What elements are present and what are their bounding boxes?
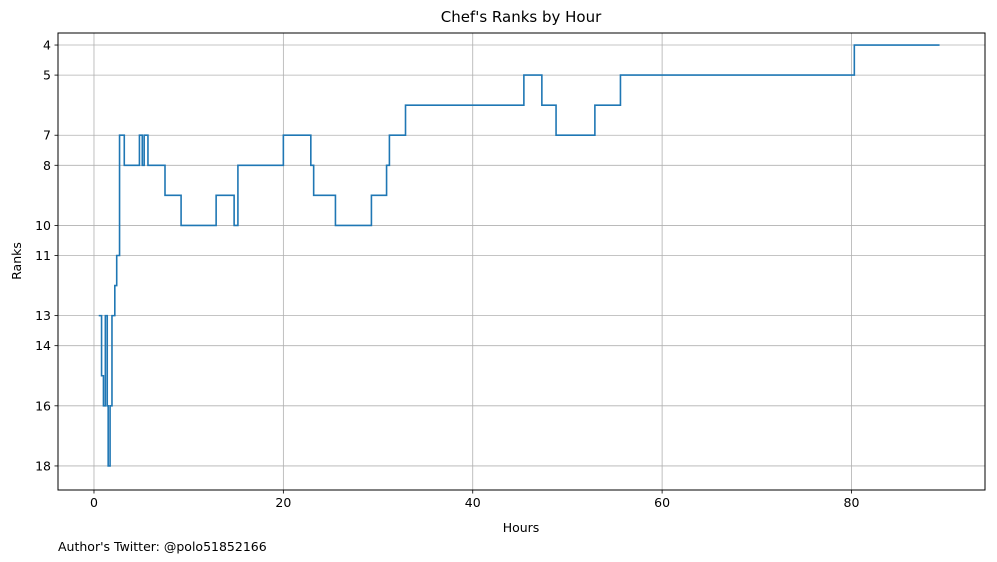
chart-title: Chef's Ranks by Hour	[441, 8, 602, 26]
rank-step-line	[98, 44, 940, 467]
y-tick-label: 13	[35, 308, 51, 323]
y-tick-label: 16	[35, 398, 51, 413]
y-tick-label: 10	[35, 218, 51, 233]
y-tick-label: 5	[43, 68, 51, 83]
plot-frame	[57, 32, 986, 491]
y-tick-label: 14	[35, 338, 51, 353]
axis-ticks: 0 20 40 60 80 4 5 7 8 10 11 13 14 16 18	[35, 38, 859, 510]
y-tick-label: 4	[43, 38, 51, 53]
y-tick-label: 18	[35, 458, 51, 473]
y-tick-label: 11	[35, 248, 51, 263]
x-tick-label: 0	[90, 495, 98, 510]
x-tick-label: 20	[275, 495, 291, 510]
x-axis-title: Hours	[503, 520, 540, 535]
y-tick-label: 8	[43, 158, 51, 173]
x-tick-label: 60	[654, 495, 670, 510]
y-tick-label: 7	[43, 128, 51, 143]
series-layer	[98, 44, 940, 467]
x-tick-label: 80	[844, 495, 860, 510]
y-axis-title: Ranks	[9, 242, 24, 280]
grid	[58, 33, 985, 490]
x-tick-label: 40	[465, 495, 481, 510]
author-twitter-footnote: Author's Twitter: @polo51852166	[58, 539, 267, 554]
